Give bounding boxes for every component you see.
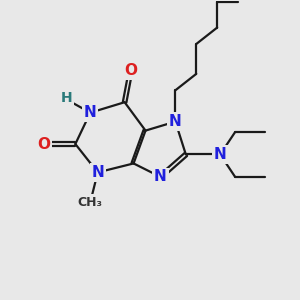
Text: N: N [214,147,226,162]
Text: CH₃: CH₃ [78,196,103,209]
Text: O: O [124,63,137,78]
Text: N: N [84,105,97,120]
Text: O: O [38,136,50,152]
Text: H: H [61,91,72,105]
Text: N: N [169,114,182,129]
Text: N: N [154,169,167,184]
Text: N: N [92,165,104,180]
